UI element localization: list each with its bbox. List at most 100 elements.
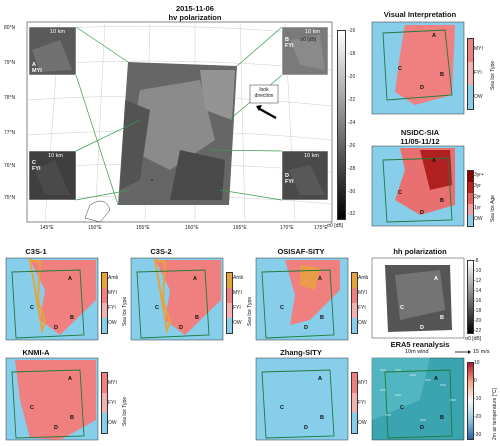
knmi-title: KNMI-A (22, 348, 50, 357)
lon-tick-160: 160°E (185, 225, 199, 231)
lon-tick-150: 150°E (88, 225, 102, 231)
hh-tick-4: -16 (474, 298, 482, 304)
main-subtitle: hv polarization (168, 13, 222, 22)
hh-tick-1: -10 (474, 268, 482, 274)
lat-tick-77: 77°N (4, 130, 16, 136)
inset-a-letter: A (32, 62, 36, 68)
era5-tick-1: 0 (474, 378, 477, 384)
inset-d-letter: D (285, 173, 289, 179)
visual-letter-b: B (440, 72, 444, 78)
main-colorbar (337, 30, 346, 220)
cb-tick-2: -20 (348, 74, 356, 80)
main-date: 2015-11-06 (176, 4, 214, 13)
hh-colorbar (467, 260, 474, 334)
c3s1-colorbar (101, 272, 108, 334)
lat-tick-78: 78°N (4, 95, 16, 101)
knmi-colorbar (101, 372, 108, 434)
inset-c-scale: 10 km (48, 153, 63, 159)
c3s1-letter-d: D (54, 325, 58, 331)
nsidc-title-1: NSIDC-SIA (400, 128, 440, 137)
hh-tick-0: -8 (474, 258, 479, 264)
nsidc-cbar-label: Sea Ice Age (490, 195, 496, 222)
era5-letter-b: B (440, 415, 444, 421)
hh-tick-5: -18 (474, 308, 482, 314)
visual-colorbar (467, 38, 474, 110)
knmi-tick-1: FYI (108, 400, 116, 406)
cb-bottom-label: σ0 [dB] (327, 223, 344, 229)
inset-b-letter: B (285, 37, 289, 43)
hh-title: hh polarization (393, 247, 447, 256)
cb-side-label: σ0 [dB] (300, 37, 317, 43)
nsidc-letter-a: A (432, 158, 436, 164)
inset-d-scale: 10 km (304, 153, 319, 159)
nsidc-letter-b: B (440, 198, 444, 204)
hh-tick-7: -22 (474, 328, 482, 334)
era5-tick-4: -30 (474, 432, 482, 438)
cb-tick-8: -32 (348, 211, 356, 217)
c3s2-tick-3: OW (233, 320, 242, 326)
c3s1-tick-2: FYI (108, 305, 116, 311)
hh-letter-c: C (400, 305, 404, 311)
era5-letter-a: A (434, 376, 438, 382)
hh-cbar-label: σ0 [dB] (465, 336, 482, 342)
c3s2-letter-c: C (155, 305, 159, 311)
zhang-tick-2: OW (358, 420, 367, 426)
c3s2-tick-1: MYI (233, 290, 242, 296)
nsidc-title-2: 11/05-11/12 (400, 137, 440, 146)
c3s2-colorbar (226, 272, 233, 334)
c3s2-tick-2: FYI (233, 305, 241, 311)
era5-title: ERA5 reanalysis (390, 340, 450, 349)
inset-a-scale: 10 km (50, 29, 65, 35)
visual-cbar-label: Sea Ice Type (490, 60, 496, 90)
osisaf-letter-c: C (280, 305, 284, 311)
nsidc-letter-d: D (420, 210, 424, 216)
c3s1-letter-b: B (70, 315, 74, 321)
hh-tick-2: -12 (474, 278, 482, 284)
osisaf-title: OSISAF-SITY (277, 247, 325, 256)
lat-tick-75: 75°N (4, 195, 16, 201)
lon-tick-145: 145°E (40, 225, 54, 231)
era5-wind-scale: 15 m/s (473, 349, 490, 355)
osisaf-tick-0: Amb (358, 275, 369, 281)
era5-tick-0: 10 (474, 360, 480, 366)
era5-tick-2: -10 (474, 396, 482, 402)
osisaf-colorbar (351, 272, 358, 334)
hh-tick-3: -14 (474, 288, 482, 294)
zhang-letter-b: B (320, 415, 324, 421)
lat-tick-80: 80°N (4, 25, 16, 31)
knmi-letter-d: D (54, 425, 58, 431)
cb-tick-3: -22 (348, 97, 356, 103)
zhang-tick-0: MYI (358, 380, 367, 386)
knmi-tick-2: OW (108, 420, 117, 426)
nsidc-tick-4: OW (474, 216, 483, 222)
nsidc-tick-0: 3yr+ (474, 172, 484, 178)
cb-tick-0: -16 (348, 28, 356, 34)
knmi-cbar-label: Sea Ice Type (122, 396, 128, 426)
inset-c-type: FYI (32, 166, 41, 172)
era5-tick-3: -20 (474, 414, 482, 420)
era5-letter-c: C (400, 405, 404, 411)
knmi-letter-a: A (68, 376, 72, 382)
c3s1-title: C3S-1 (25, 247, 47, 256)
visual-letter-c: C (398, 66, 402, 72)
cb-tick-7: -30 (348, 189, 356, 195)
lat-tick-79: 79°N (4, 60, 16, 66)
era5-colorbar (467, 362, 474, 440)
lon-tick-155: 155°E (136, 225, 150, 231)
zhang-title: Zhang-SITY (280, 348, 322, 357)
osisaf-letter-a: A (318, 276, 322, 282)
zhang-tick-1: FYI (358, 400, 366, 406)
era5-cbar-label: 2m air temperature [°C] (492, 387, 498, 440)
visual-letter-d: D (420, 85, 424, 91)
nsidc-tick-1: 3yr (474, 183, 481, 189)
lon-tick-175: 175°E (314, 225, 328, 231)
lon-tick-170: 170°E (280, 225, 294, 231)
cb-tick-6: -28 (348, 166, 356, 172)
hh-letter-b: B (440, 315, 444, 321)
zhang-letter-d: D (304, 425, 308, 431)
knmi-tick-0: MYI (108, 380, 117, 386)
lat-tick-76: 76°N (4, 163, 16, 169)
knmi-letter-b: B (70, 415, 74, 421)
era5-letter-d: D (420, 425, 424, 431)
